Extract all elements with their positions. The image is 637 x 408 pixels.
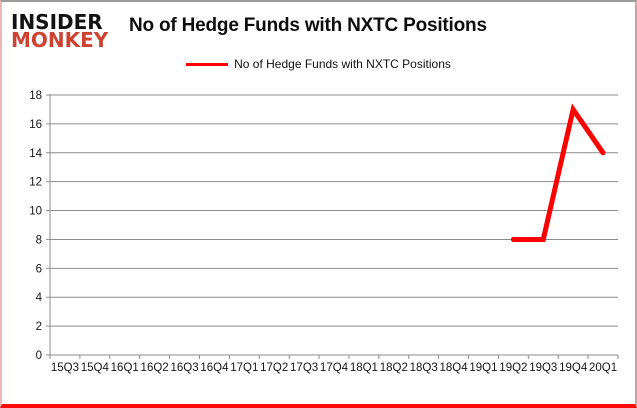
x-tick-label: 18Q2 [380,362,408,374]
y-tick-label: 4 [36,292,43,304]
x-tick-label: 17Q2 [260,362,288,374]
x-tick-label: 19Q4 [559,362,588,374]
x-tick-label: 17Q3 [290,362,318,374]
y-tick-label: 6 [36,263,42,275]
x-tick-label: 18Q1 [350,362,378,374]
y-tick-label: 10 [29,206,42,218]
x-tick-label: 15Q3 [51,362,79,374]
x-tick-label: 19Q1 [469,362,497,374]
logo-line-monkey: MONKEY [11,28,109,53]
y-tick-label: 2 [36,321,42,333]
legend: No of Hedge Funds with NXTC Positions [2,57,635,71]
y-tick-label: 8 [36,234,42,246]
x-tick-label: 16Q3 [170,362,198,374]
logo-line-insider: INSIDER [11,10,103,34]
legend-line-swatch [186,62,229,66]
y-tick-label: 14 [29,148,42,160]
x-tick-label: 20Q1 [589,362,617,374]
series-line [510,103,606,242]
y-tick-label: 16 [29,119,42,131]
legend-label: No of Hedge Funds with NXTC Positions [234,57,451,71]
chart-title: No of Hedge Funds with NXTC Positions [129,15,487,36]
insider-monkey-logo: INSIDER MONKEY [11,10,109,53]
y-tick-label: 18 [29,90,42,102]
x-tick-label: 19Q2 [499,362,527,374]
x-tick-label: 19Q3 [529,362,557,374]
x-tick-label: 16Q4 [200,362,229,374]
y-tick-label: 0 [36,350,42,362]
x-tick-label: 15Q4 [81,362,110,374]
x-tick-label: 18Q4 [440,362,469,374]
x-tick-label: 18Q3 [410,362,438,374]
x-tick-label: 17Q1 [230,362,258,374]
x-tick-label: 16Q1 [111,362,139,374]
y-tick-label: 12 [29,177,42,189]
x-tick-label: 16Q2 [141,362,169,374]
x-tick-label: 17Q4 [320,362,349,374]
